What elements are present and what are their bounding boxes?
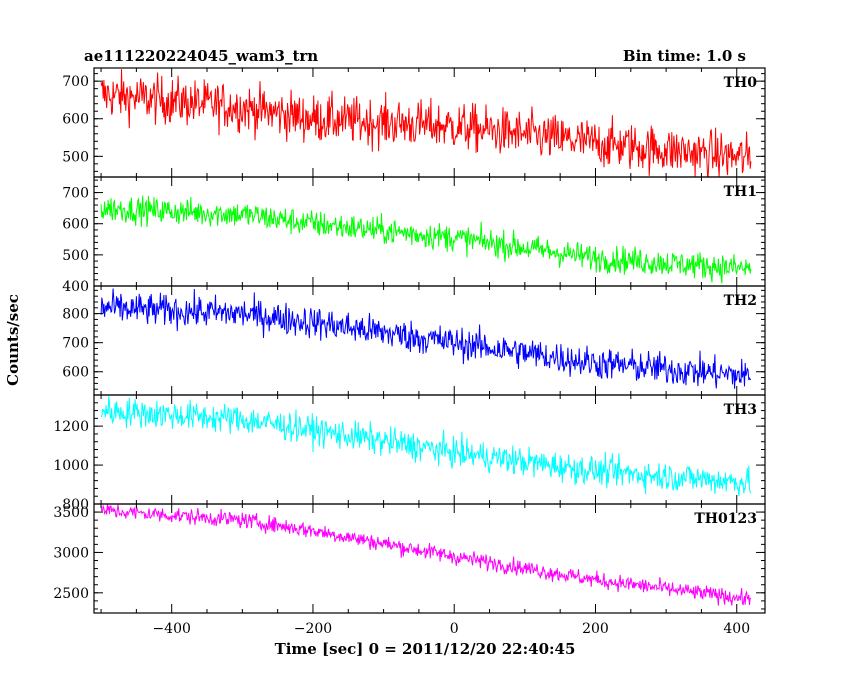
series-line-th0 [100, 69, 752, 177]
panel-label-th3: TH3 [724, 402, 757, 418]
x-tick-label: 0 [450, 621, 459, 637]
series-line-th0123 [100, 504, 752, 606]
x-axis-label: Time [sec] 0 = 2011/12/20 22:40:45 [275, 640, 576, 658]
panel-label-th0123: TH0123 [694, 511, 757, 527]
x-tick-label: 400 [723, 621, 750, 637]
panels: TH0 500 600 700 TH1 400 500 600 700 TH2 600 700 800 T… [53, 67, 766, 637]
y-tick-label: 3000 [53, 545, 89, 561]
panel-label-th2: TH2 [724, 293, 757, 309]
y-tick-label: 600 [62, 112, 89, 128]
x-tick-label: 200 [582, 621, 609, 637]
y-tick-label: 700 [62, 186, 89, 202]
y-tick-label: 600 [62, 365, 89, 381]
y-tick-label: 600 [62, 217, 89, 233]
chart-title: ae111220224045_wam3_trn [84, 47, 318, 65]
y-tick-label: 800 [62, 497, 89, 513]
y-tick-label: 1200 [53, 419, 89, 435]
series-line-th1 [100, 195, 752, 284]
y-tick-label: 700 [62, 336, 89, 352]
y-tick-label: 3500 [53, 505, 89, 521]
y-tick-label: 2500 [53, 586, 89, 602]
y-axis-label: Counts/sec [4, 294, 22, 386]
y-tick-label: 700 [62, 74, 89, 90]
y-tick-label: 400 [62, 279, 89, 295]
series-line-th2 [100, 288, 752, 389]
series-line-th3 [100, 396, 752, 497]
y-tick-label: 800 [62, 307, 89, 323]
y-tick-label: 500 [62, 149, 89, 165]
y-tick-label: 500 [62, 248, 89, 264]
panel-frame [93, 503, 766, 614]
panel-label-th0: TH0 [724, 75, 758, 91]
y-tick-label: 1000 [53, 458, 89, 474]
panel-label-th1: TH1 [724, 184, 757, 200]
x-tick-label: −200 [294, 621, 332, 637]
bin-time-label: Bin time: 1.0 s [623, 47, 746, 65]
x-tick-label: −400 [152, 621, 190, 637]
